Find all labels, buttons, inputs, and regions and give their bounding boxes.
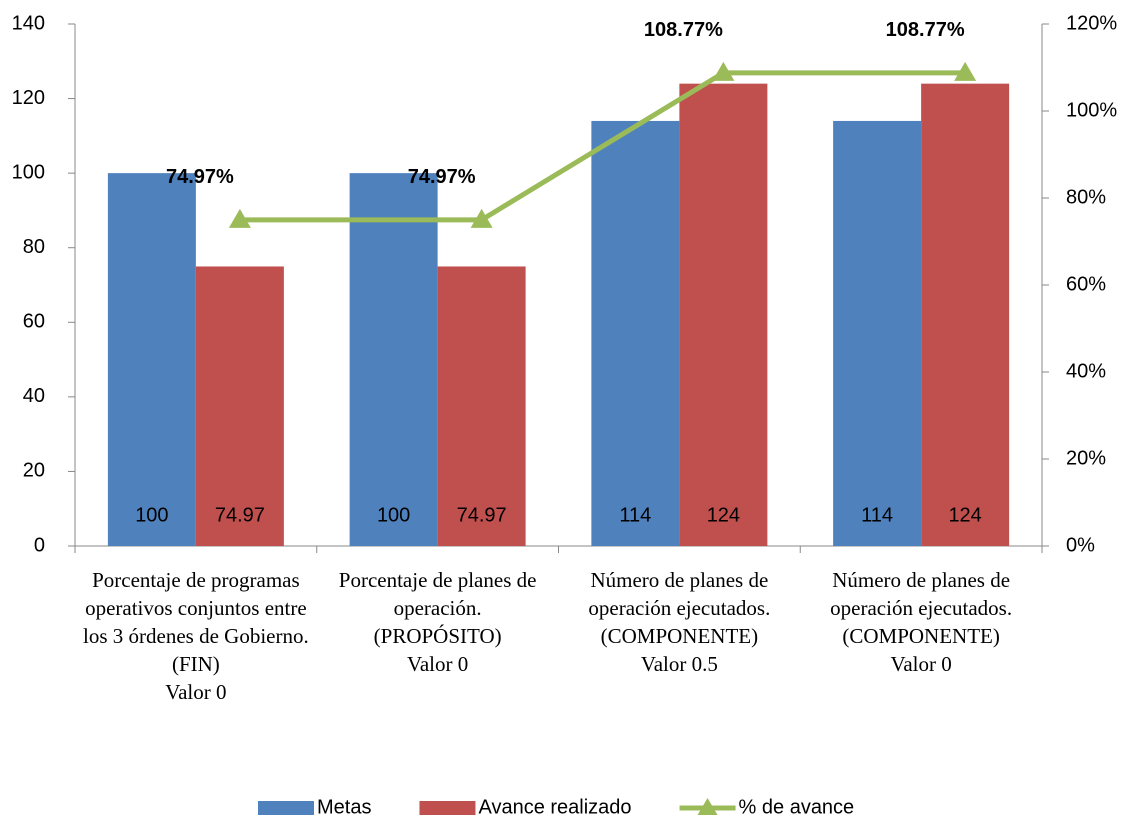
y-tick-label: 60	[23, 311, 45, 333]
line-value-label: 74.97%	[166, 166, 234, 188]
y2-tick-label: 120%	[1066, 12, 1117, 34]
line-marker	[470, 208, 493, 228]
y2-tick-label: 40%	[1066, 360, 1106, 382]
y-tick-label: 140	[12, 12, 45, 34]
y-tick-label: 80	[23, 236, 45, 258]
bar-value-label: 74.97	[215, 504, 265, 526]
line	[239, 70, 966, 223]
y2-tick-label: 0%	[1066, 534, 1095, 556]
x-tick-label: Porcentaje de programas operativos conju…	[83, 568, 309, 704]
legend-swatch	[419, 801, 476, 815]
bar	[679, 83, 768, 547]
y-tick-label: 40	[23, 385, 45, 407]
x-tick-label: Porcentaje de planes de operación. (PROP…	[338, 568, 537, 676]
bar-value-label: 100	[377, 504, 410, 526]
line-marker	[712, 61, 735, 81]
legend-label: % de avance	[739, 796, 855, 818]
y2-tick-label: 60%	[1066, 273, 1106, 295]
line-marker	[228, 208, 251, 228]
bar	[921, 83, 1010, 547]
bar-value-label: 124	[948, 504, 981, 526]
x-tick-label: Número de planes de operación ejecutados…	[588, 568, 771, 676]
line-marker	[954, 61, 977, 81]
legend-label: Metas	[317, 796, 371, 818]
x-tick-label: Número de planes de operación ejecutados…	[830, 568, 1013, 676]
legend-swatch	[258, 801, 314, 815]
bar-value-label: 74.97	[457, 504, 507, 526]
line-value-label: 74.97%	[408, 166, 476, 188]
bar	[591, 120, 680, 546]
line-value-label: 108.77%	[644, 19, 723, 41]
y2-tick-label: 100%	[1066, 99, 1117, 121]
bar-value-label: 100	[135, 504, 168, 526]
y-tick-label: 120	[12, 87, 45, 109]
legend-label: Avance realizado	[478, 796, 631, 818]
bar-value-label: 124	[707, 504, 740, 526]
line-value-label: 108.77%	[886, 19, 965, 41]
bar-value-label: 114	[619, 504, 651, 526]
y-tick-label: 100	[12, 161, 45, 183]
bar	[107, 173, 196, 546]
y2-tick-label: 80%	[1066, 186, 1106, 208]
y-tick-label: 20	[23, 460, 45, 482]
bar	[437, 266, 526, 546]
bar	[349, 173, 438, 546]
bar	[195, 266, 284, 546]
y-tick-label: 0	[34, 534, 45, 556]
bar	[833, 120, 922, 546]
legend-marker	[697, 798, 718, 815]
bar-value-label: 114	[861, 504, 893, 526]
y2-tick-label: 20%	[1066, 447, 1106, 469]
